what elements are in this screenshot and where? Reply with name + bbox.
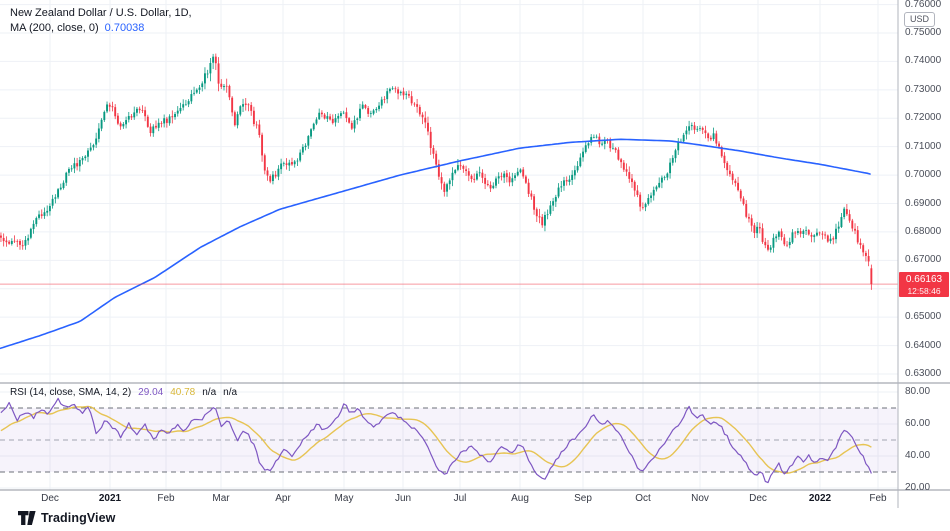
price-axis-label: 0.63000: [905, 368, 942, 379]
time-axis-label: Dec: [41, 493, 59, 504]
rsi-legend-value: 29.04: [138, 387, 164, 398]
time-axis-label: Feb: [869, 493, 887, 504]
tradingview-logo-text: TradingView: [41, 511, 116, 525]
rsi-legend: RSI (14, close, SMA, 14, 2) 29.04 40.78 n/a…: [10, 387, 244, 398]
rsi-band-lower-value: n/a: [223, 387, 238, 398]
time-axis-label: May: [334, 493, 354, 504]
time-axis-label: Apr: [275, 493, 291, 504]
price-axis-label: 0.76000: [905, 0, 942, 10]
time-axis-label: Jul: [453, 493, 467, 504]
time-axis-label: Feb: [157, 493, 175, 504]
time-axis-label: Aug: [511, 493, 529, 504]
price-axis-label: 0.72000: [905, 112, 942, 124]
price-axis-label: 0.69000: [905, 197, 942, 209]
ma-legend-label: MA (200, close, 0): [10, 22, 99, 34]
time-axis-label: Nov: [691, 493, 709, 504]
time-axis-label: 2021: [98, 493, 122, 504]
price-axis-label: 0.68000: [905, 225, 942, 237]
price-axis-label: 0.67000: [905, 254, 942, 266]
price-axis[interactable]: 0.76000 0.75000 0.74000 0.73000 0.72000 0.710…: [898, 0, 950, 508]
ma-legend-value: 0.70038: [104, 22, 145, 34]
time-axis[interactable]: Dec 2021 Feb Mar Apr May Jun Jul Aug Sep Oct Nov Dec…: [0, 491, 950, 508]
price-axis-label: 0.74000: [905, 55, 942, 67]
rsi-axis-label: 60.00: [905, 418, 931, 429]
symbol-legend: New Zealand Dollar / U.S. Dollar, 1D, MA…: [10, 6, 192, 36]
time-axis-label: Oct: [635, 493, 651, 504]
price-axis-label: 0.70000: [905, 169, 942, 181]
rsi-legend-label: RSI (14, close, SMA, 14, 2): [10, 387, 132, 398]
tradingview-logo[interactable]: TradingView: [18, 511, 116, 525]
rsi-band-upper-value: n/a: [202, 387, 217, 398]
last-price-badge: 0.66163 12:58:46: [899, 271, 949, 297]
price-axis-label: 0.71000: [905, 140, 942, 152]
price-axis-label: 0.75000: [905, 27, 942, 38]
time-axis-label: Mar: [212, 493, 230, 504]
price-axis-label: 0.65000: [905, 311, 942, 323]
ma-legend: MA (200, close, 0) 0.70038: [10, 21, 192, 36]
symbol-title: New Zealand Dollar / U.S. Dollar, 1D,: [10, 7, 192, 19]
rsi-axis-label: 20.00: [905, 482, 931, 493]
last-price-value: 0.66163: [905, 273, 943, 285]
price-axis-label: 0.73000: [905, 83, 942, 95]
tradingview-logo-icon: [18, 511, 36, 525]
time-axis-label: Sep: [574, 493, 592, 504]
rsi-axis-label: 40.00: [905, 450, 931, 461]
time-axis-label: 2022: [808, 493, 832, 504]
time-axis-label: Jun: [394, 493, 412, 504]
bar-countdown: 12:58:46: [907, 285, 941, 296]
price-axis-label: 0.64000: [905, 339, 942, 351]
rsi-ma-legend-value: 40.78: [170, 387, 196, 398]
rsi-axis-label: 80.00: [905, 386, 931, 397]
time-axis-label: Dec: [749, 493, 767, 504]
price-unit-button[interactable]: USD: [904, 12, 936, 27]
